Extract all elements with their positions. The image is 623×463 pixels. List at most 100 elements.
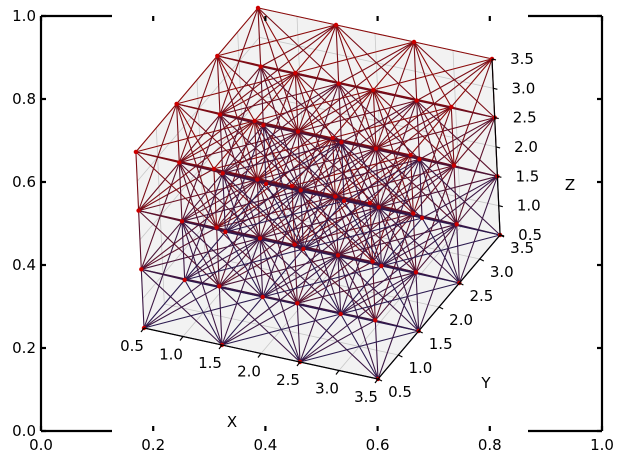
- axes-3d: 0.5 1.0 1.5 2.0 2.5 3.0 3.5 0.51.01.52.02.53.03…: [120, 5, 542, 406]
- z-axis-3d: [491, 58, 501, 236]
- x-tick-label: 0.5: [120, 337, 144, 355]
- network-edge: [340, 313, 379, 380]
- network-edge: [216, 7, 259, 57]
- x-axis-label: X: [227, 413, 237, 431]
- network-edge: [135, 151, 180, 164]
- network-edge: [421, 217, 501, 236]
- network-node: [292, 242, 297, 247]
- network-edge: [416, 100, 455, 167]
- network-edge: [334, 196, 339, 256]
- network-edge: [415, 271, 420, 332]
- network-node: [289, 183, 295, 189]
- x-tick-mark: [218, 344, 223, 350]
- network-edge: [138, 210, 142, 270]
- network-node: [339, 140, 344, 145]
- network-edge: [260, 66, 264, 126]
- network-edge: [300, 189, 382, 267]
- axis-3d-group: 0.5 1.0 1.5 2.0 2.5 3.0 3.5 0.51.01.52.02.53.03…: [120, 50, 542, 406]
- network-edge: [184, 279, 223, 346]
- network-edge: [294, 72, 377, 150]
- network-node: [217, 112, 223, 117]
- network-edge: [374, 319, 379, 380]
- network-node: [301, 246, 306, 252]
- network-node: [136, 208, 141, 213]
- x-tick-label: 3.5: [354, 388, 378, 406]
- network-node: [260, 294, 265, 300]
- network-edge: [222, 124, 264, 174]
- network-edge: [299, 313, 342, 363]
- network-edge: [416, 100, 458, 225]
- network-edge: [218, 285, 301, 363]
- network-node: [335, 253, 341, 258]
- network-node: [295, 301, 300, 306]
- network-edge: [450, 58, 493, 108]
- network-edge: [262, 296, 342, 315]
- network-node: [295, 129, 301, 134]
- network-edge: [140, 268, 186, 281]
- network-node: [214, 225, 219, 230]
- network-edge: [135, 151, 218, 229]
- network-edge: [138, 210, 220, 287]
- network-edge: [335, 24, 374, 91]
- network-edge: [413, 41, 452, 108]
- network-edge: [260, 66, 299, 133]
- z-tick-mark: [493, 87, 498, 90]
- network-edge: [337, 254, 420, 332]
- network-edge: [178, 114, 221, 164]
- network-node: [261, 123, 266, 128]
- network-edge: [340, 141, 423, 219]
- network-edge: [259, 189, 302, 239]
- network-edge: [138, 210, 183, 222]
- network-edge: [176, 55, 218, 105]
- y-axis-label: Y: [480, 374, 491, 392]
- network-edge: [450, 106, 455, 167]
- node-group: [133, 5, 503, 382]
- network-edge: [340, 313, 420, 332]
- network-edge: [338, 83, 420, 160]
- network-edge: [416, 100, 420, 160]
- network-edge: [256, 131, 299, 181]
- network-edge: [300, 141, 342, 191]
- network-edge: [334, 148, 377, 198]
- network-edge: [216, 179, 258, 229]
- network-edge: [181, 172, 224, 222]
- network-edge: [262, 124, 345, 202]
- network-edge: [294, 72, 299, 133]
- network-node: [454, 222, 459, 227]
- network-edge: [259, 237, 342, 315]
- network-edge: [216, 55, 221, 116]
- y-tick-label: 1.0: [408, 359, 432, 377]
- network-edge: [340, 141, 420, 160]
- network-node: [411, 39, 417, 45]
- network-edge: [257, 7, 340, 85]
- network-node: [217, 284, 222, 289]
- network-edge: [294, 72, 334, 139]
- network-edge: [340, 141, 345, 202]
- outer-y-tick-label: 0.6: [12, 173, 36, 191]
- x-tick-label: 1.5: [198, 354, 222, 372]
- network-edge: [413, 41, 455, 167]
- network-edge: [413, 41, 493, 60]
- network-edge: [378, 206, 382, 267]
- network-edge: [375, 148, 380, 208]
- x-tick-mark: [179, 336, 184, 341]
- network-node: [370, 259, 375, 264]
- network-edge: [302, 248, 342, 315]
- outer-x-tick-label: 0.8: [478, 436, 502, 454]
- outer-x-tick-label: 0.4: [253, 436, 277, 454]
- network-edge: [380, 265, 460, 284]
- network-edge: [257, 7, 296, 74]
- network-edge: [178, 162, 218, 229]
- network-node: [451, 163, 457, 168]
- network-edge: [335, 24, 418, 102]
- network-edge: [372, 41, 415, 91]
- network-edge: [178, 162, 261, 239]
- network-edge: [296, 302, 301, 363]
- network-edge: [296, 302, 379, 380]
- network-edge: [221, 296, 264, 346]
- y-axis-3d: [377, 234, 501, 380]
- network-edge: [340, 265, 382, 315]
- z-tick-mark: [498, 205, 503, 208]
- y-tick-mark: [418, 330, 423, 334]
- network-edge: [178, 162, 224, 174]
